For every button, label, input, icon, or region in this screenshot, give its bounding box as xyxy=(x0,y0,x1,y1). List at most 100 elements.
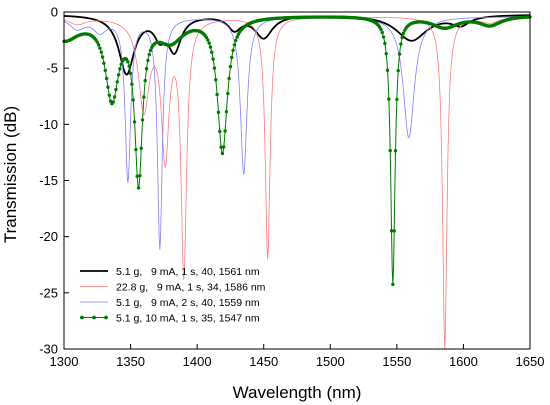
series-marker xyxy=(111,100,115,104)
y-tick-label: -5 xyxy=(46,61,58,76)
legend-marker xyxy=(104,315,108,320)
legend-item: 5.1 g, 10 mA, 1 s, 35, 1547 nm xyxy=(80,313,260,325)
series-marker xyxy=(383,41,387,46)
series-marker xyxy=(96,43,101,47)
x-tick-label: 1550 xyxy=(382,354,411,369)
series-group xyxy=(63,16,531,349)
series-marker xyxy=(107,93,111,97)
series-marker xyxy=(234,38,238,43)
series-marker xyxy=(132,120,137,124)
plot-area xyxy=(64,12,530,349)
x-tick-label: 1400 xyxy=(183,354,212,369)
series-marker xyxy=(231,48,235,52)
series-marker xyxy=(235,35,239,39)
y-tick-label: -25 xyxy=(39,285,58,300)
series-marker xyxy=(395,97,399,102)
legend-label: 5.1 g, 9 mA, 1 s, 40, 1561 nm xyxy=(116,266,260,278)
series-marker xyxy=(218,129,222,134)
series-marker xyxy=(147,52,151,57)
series-marker xyxy=(106,85,110,89)
series-marker xyxy=(99,50,103,54)
x-tick-label: 1500 xyxy=(316,354,345,369)
series-marker xyxy=(224,109,229,114)
series-marker xyxy=(103,68,107,73)
series-marker xyxy=(381,35,386,39)
series-marker xyxy=(223,129,227,133)
series-marker xyxy=(227,76,231,81)
series-line xyxy=(63,16,531,349)
series-marker xyxy=(219,145,223,149)
y-tick-label: -15 xyxy=(39,173,58,188)
y-tick-label: -10 xyxy=(39,117,58,132)
series-marker xyxy=(380,30,384,35)
series-marker xyxy=(208,45,213,49)
series-marker xyxy=(214,77,218,82)
series-marker xyxy=(206,38,210,42)
series-marker xyxy=(216,110,221,115)
series-marker xyxy=(220,151,225,156)
x-tick-label: 1300 xyxy=(50,354,79,369)
y-axis-title: Transmission (dB) xyxy=(1,106,20,243)
series-layer xyxy=(62,14,532,349)
y-tick-label: -30 xyxy=(39,342,58,357)
series-marker xyxy=(212,66,217,70)
series-marker xyxy=(400,35,404,40)
series-marker xyxy=(230,55,234,60)
legend-label: 5.1 g, 9 mA, 2 s, 40, 1559 nm xyxy=(116,297,260,309)
series-marker xyxy=(401,31,406,35)
series-marker xyxy=(102,61,106,65)
series-marker xyxy=(148,48,153,53)
x-axis-title: Wavelength (nm) xyxy=(233,383,362,402)
series-marker xyxy=(142,95,146,99)
series-marker xyxy=(95,40,99,44)
series-marker xyxy=(138,173,142,178)
series-marker xyxy=(136,186,141,190)
series-marker xyxy=(391,282,395,287)
series-marker xyxy=(127,64,131,69)
series-marker xyxy=(210,50,214,55)
series-marker xyxy=(379,27,383,31)
series-marker xyxy=(140,118,145,122)
series-marker xyxy=(215,92,219,97)
y-tick-label: -20 xyxy=(39,229,58,244)
series-marker xyxy=(146,58,150,63)
legend-marker xyxy=(80,315,84,320)
series-group xyxy=(62,15,532,287)
series-marker xyxy=(384,51,388,56)
series-marker xyxy=(389,229,394,233)
series-marker xyxy=(131,98,135,102)
series-marker xyxy=(98,46,102,50)
series-marker xyxy=(116,73,121,77)
series-marker xyxy=(399,42,403,46)
plot-background xyxy=(64,12,530,349)
series-marker xyxy=(397,52,402,56)
series-marker xyxy=(134,147,138,152)
series-marker xyxy=(119,62,123,66)
legend: 5.1 g, 9 mA, 1 s, 40, 1561 nm 22.8 g, 9 m… xyxy=(80,266,266,325)
x-tick-label: 1600 xyxy=(449,354,478,369)
series-marker xyxy=(118,67,122,71)
series-marker xyxy=(228,64,233,69)
legend-label: 5.1 g, 10 mA, 1 s, 35, 1547 nm xyxy=(116,313,260,325)
series-marker xyxy=(114,87,118,92)
legend-item: 22.8 g, 9 mA, 1 s, 34, 1586 nm xyxy=(80,282,266,294)
legend-marker xyxy=(92,315,96,320)
series-marker xyxy=(222,145,226,149)
series-marker xyxy=(226,91,230,96)
legend-label: 22.8 g, 9 mA, 1 s, 34, 1586 nm xyxy=(116,282,266,294)
series-marker xyxy=(388,148,392,153)
series-marker xyxy=(104,76,109,81)
series-marker xyxy=(207,41,211,45)
series-marker xyxy=(128,71,133,76)
series-marker xyxy=(130,82,134,86)
series-marker xyxy=(232,43,237,47)
series-marker xyxy=(115,80,119,84)
series-marker xyxy=(139,146,143,150)
series-marker xyxy=(144,67,149,71)
x-tick-label: 1650 xyxy=(516,354,545,369)
series-marker xyxy=(112,95,117,99)
series-marker xyxy=(393,149,398,153)
series-marker xyxy=(135,174,139,178)
x-tick-label: 1450 xyxy=(249,354,278,369)
